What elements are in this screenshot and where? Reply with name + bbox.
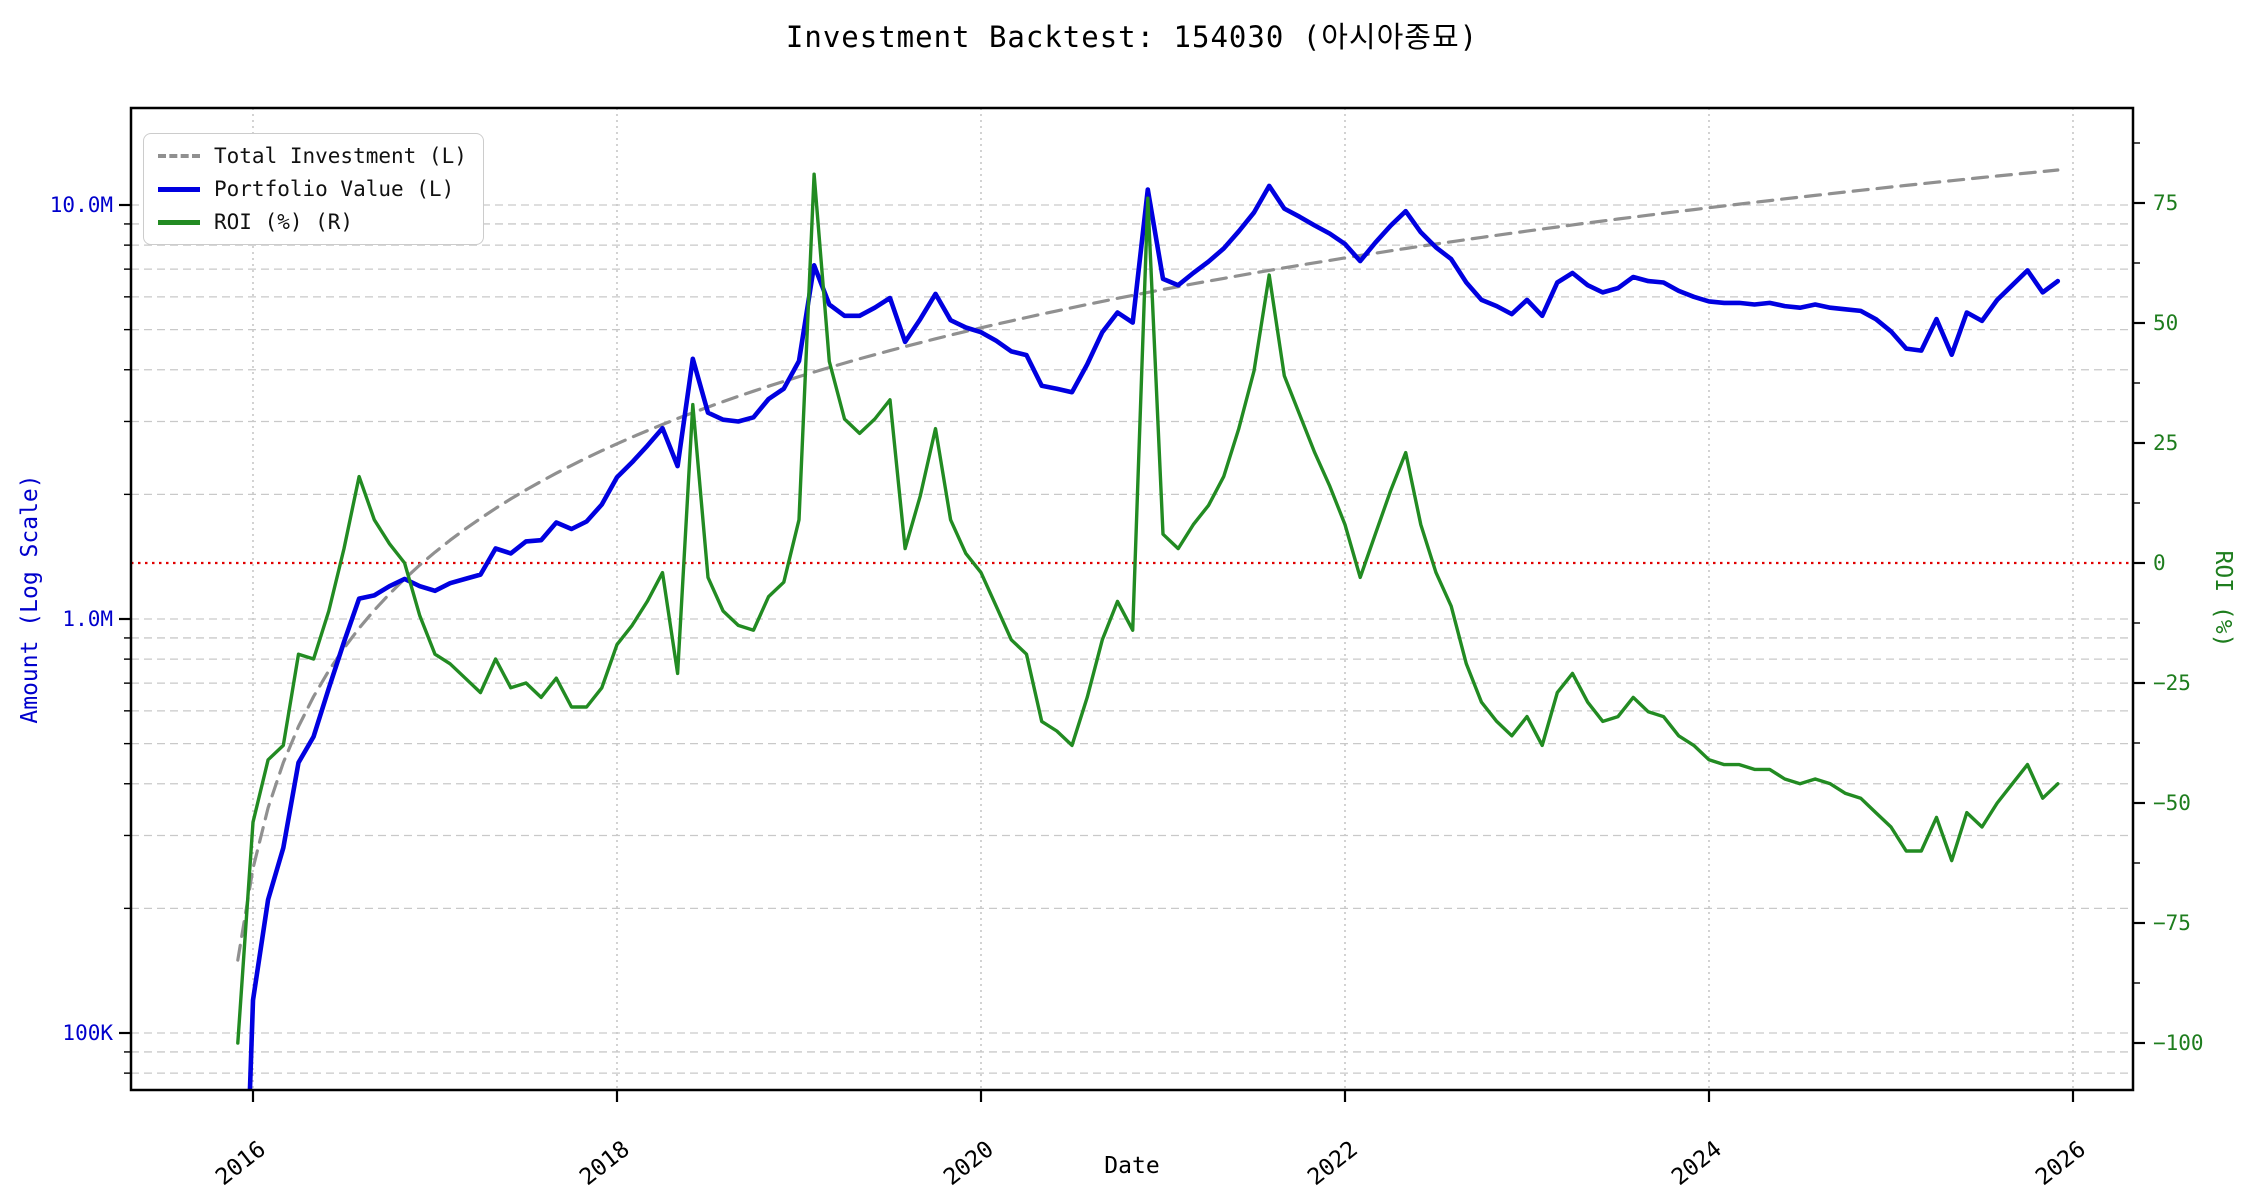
left-tick-label: 1.0M — [62, 607, 113, 631]
series-line-portfolio-value — [247, 183, 2061, 1090]
left-tick-label: 10.0M — [50, 193, 113, 217]
legend-swatch-solid-line-icon — [158, 219, 200, 225]
right-tick-label: −100 — [2153, 1031, 2204, 1055]
legend-item-roi: ROI (%) (R) — [158, 210, 467, 234]
right-tick-label: −50 — [2153, 791, 2191, 815]
series-line-total-investment — [236, 168, 2060, 962]
right-tick-label: 75 — [2153, 191, 2178, 215]
legend-label: ROI (%) (R) — [214, 210, 354, 234]
legend-swatch-solid-line-icon — [158, 186, 200, 192]
left-tick-label: 100K — [62, 1021, 113, 1045]
x-tick-label: 2020 — [939, 1136, 999, 1191]
right-tick-label: 0 — [2153, 551, 2166, 575]
right-tick-label: −25 — [2153, 671, 2191, 695]
x-tick-label: 2024 — [1667, 1136, 1727, 1191]
legend-item-portfolio-value: Portfolio Value (L) — [158, 177, 467, 201]
x-axis-label: Date — [1104, 1153, 1160, 1179]
right-y-axis-label: ROI (%) — [2210, 550, 2236, 648]
right-tick-label: 25 — [2153, 431, 2178, 455]
right-tick-label: −75 — [2153, 911, 2191, 935]
x-tick-label: 2026 — [2031, 1136, 2091, 1191]
left-y-axis-label: Amount (Log Scale) — [17, 474, 43, 724]
x-tick-label: 2018 — [575, 1136, 635, 1191]
legend-swatch-dashed-line-icon — [158, 154, 200, 158]
legend: Total Investment (L) Portfolio Value (L)… — [143, 133, 484, 245]
legend-item-total-investment: Total Investment (L) — [158, 144, 467, 168]
series-line-roi — [236, 172, 2060, 1045]
chart-title: Investment Backtest: 154030 (아시아종묘) — [785, 20, 1479, 54]
legend-label: Portfolio Value (L) — [214, 177, 455, 201]
right-tick-label: 50 — [2153, 311, 2178, 335]
plot-border — [129, 106, 2135, 1092]
x-tick-label: 2016 — [211, 1136, 271, 1191]
x-tick-label: 2022 — [1303, 1136, 1363, 1191]
legend-label: Total Investment (L) — [214, 144, 467, 168]
